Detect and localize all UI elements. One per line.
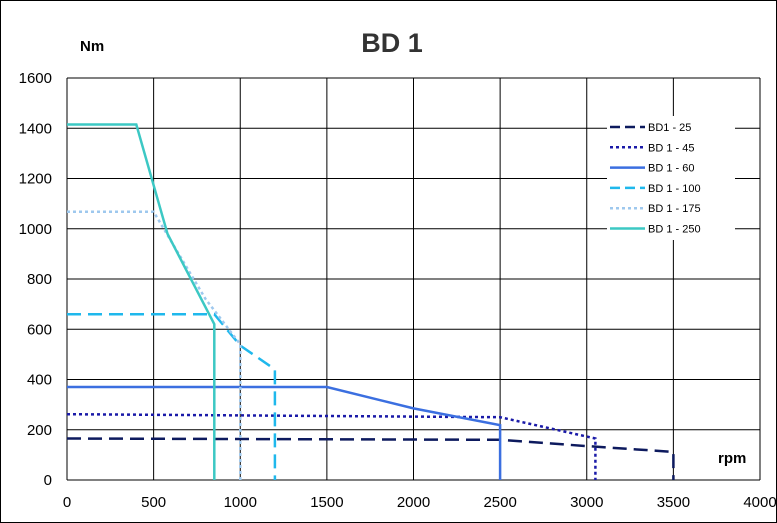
y-axis-label: Nm: [80, 38, 104, 55]
series-line-6: [67, 123, 216, 480]
y-tick-label: 800: [27, 271, 52, 288]
y-tick-label: 400: [27, 372, 52, 389]
legend-box: [607, 116, 735, 240]
axes: [66, 78, 760, 481]
chart-title: BD 1: [361, 28, 423, 58]
legend-label-4: BD 1 - 100: [648, 183, 701, 195]
legend: BD1 - 25 BD 1 - 45 BD 1 - 60 BD 1 - 100 BD 1…: [607, 116, 735, 240]
series-line-1: [66, 437, 675, 480]
x-tick-label: 500: [141, 494, 166, 511]
series-line-5: [67, 210, 242, 480]
y-tick-label: 1400: [19, 120, 52, 137]
x-tick-label: 1000: [224, 494, 257, 511]
y-tick-label: 0: [44, 472, 52, 489]
series-line-3: [67, 385, 502, 480]
series-line-2: [66, 412, 597, 480]
legend-label-1: BD1 - 25: [648, 122, 691, 134]
x-tick-label: 1500: [310, 494, 343, 511]
x-axis-label: rpm: [718, 450, 746, 467]
x-tick-label: 2500: [483, 494, 516, 511]
y-tick-label: 1600: [19, 70, 52, 87]
x-tick-label: 3500: [657, 494, 690, 511]
y-tick-label: 1200: [19, 171, 52, 188]
x-tick-label: 3000: [570, 494, 603, 511]
x-tick-label: 4000: [743, 494, 776, 511]
x-tick-label: 2000: [397, 494, 430, 511]
series-lines: [66, 123, 675, 480]
legend-label-5: BD 1 - 175: [648, 203, 701, 215]
legend-label-3: BD 1 - 60: [648, 163, 694, 175]
x-tick-label: 0: [63, 494, 71, 511]
y-tick-labels: 0 200 400 600 800 1000 1200 1400 1600: [19, 70, 52, 489]
y-tick-label: 1000: [19, 221, 52, 238]
x-tick-labels: 0 500 1000 1500 2000 2500 3000 3500 4000: [63, 494, 777, 511]
grid-lines: [67, 77, 761, 480]
legend-label-6: BD 1 - 250: [648, 224, 701, 236]
y-tick-label: 200: [27, 422, 52, 439]
y-tick-label: 600: [27, 321, 52, 338]
legend-label-2: BD 1 - 45: [648, 142, 694, 154]
